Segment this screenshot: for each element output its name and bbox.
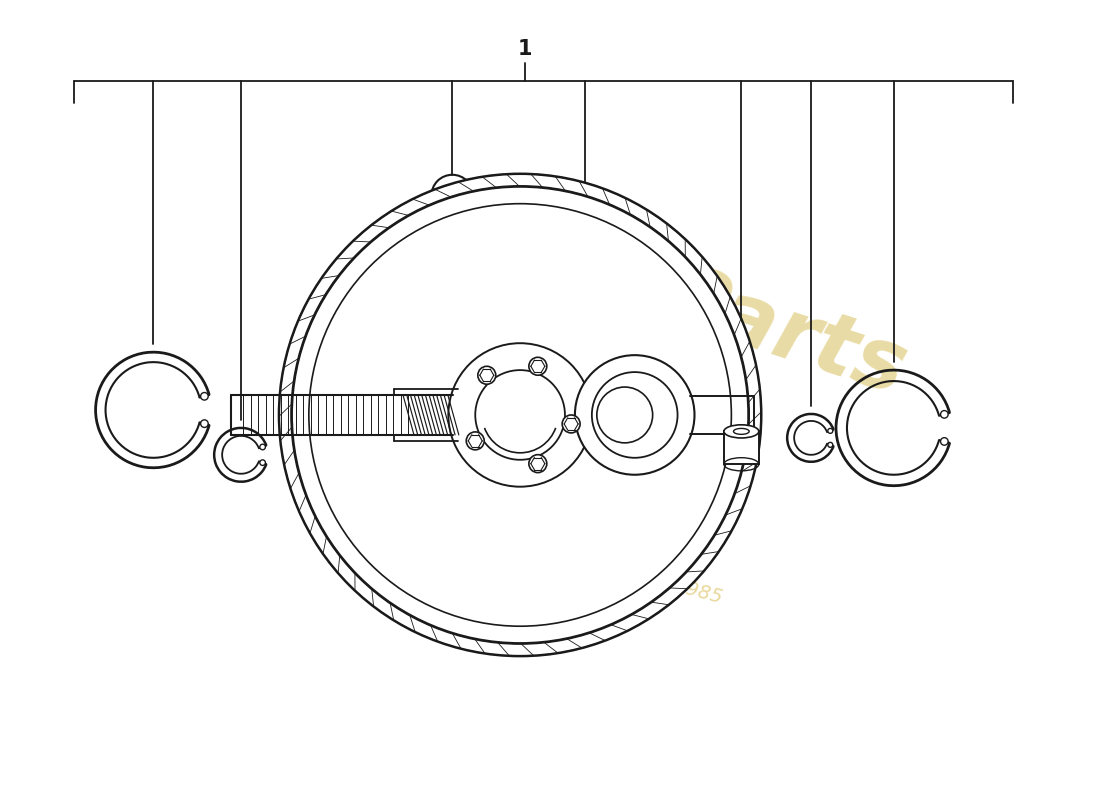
Polygon shape	[284, 449, 300, 490]
Polygon shape	[279, 380, 296, 418]
Polygon shape	[649, 587, 689, 605]
Polygon shape	[624, 197, 650, 229]
Circle shape	[200, 420, 208, 427]
Circle shape	[260, 444, 265, 450]
Polygon shape	[740, 436, 760, 473]
Polygon shape	[308, 275, 341, 301]
Polygon shape	[370, 211, 410, 229]
Polygon shape	[666, 222, 685, 259]
Polygon shape	[279, 358, 300, 394]
Polygon shape	[519, 641, 560, 656]
Polygon shape	[284, 335, 307, 370]
Polygon shape	[629, 601, 670, 619]
Polygon shape	[389, 601, 417, 633]
Circle shape	[260, 460, 265, 466]
Polygon shape	[355, 571, 375, 607]
Polygon shape	[496, 641, 536, 656]
Polygon shape	[280, 426, 296, 466]
Circle shape	[477, 366, 496, 384]
Circle shape	[466, 432, 484, 450]
Polygon shape	[745, 363, 760, 404]
Polygon shape	[474, 638, 510, 656]
Polygon shape	[411, 190, 453, 206]
Circle shape	[475, 370, 565, 460]
Circle shape	[940, 410, 948, 418]
Polygon shape	[481, 174, 521, 189]
Polygon shape	[740, 340, 756, 382]
Polygon shape	[609, 614, 650, 631]
Polygon shape	[390, 199, 431, 217]
Polygon shape	[290, 471, 307, 513]
Circle shape	[292, 186, 748, 643]
Polygon shape	[724, 295, 741, 337]
Polygon shape	[578, 181, 610, 206]
Polygon shape	[372, 587, 395, 622]
Polygon shape	[724, 484, 751, 516]
Polygon shape	[745, 412, 761, 450]
Text: euroParts: euroParts	[442, 188, 916, 413]
Polygon shape	[713, 507, 743, 536]
Polygon shape	[700, 530, 733, 554]
Polygon shape	[279, 402, 294, 442]
Polygon shape	[542, 638, 583, 653]
Polygon shape	[601, 188, 631, 217]
Polygon shape	[433, 182, 475, 198]
Polygon shape	[505, 174, 543, 189]
Circle shape	[562, 415, 580, 433]
Circle shape	[575, 355, 694, 474]
Circle shape	[592, 372, 678, 458]
Polygon shape	[320, 258, 356, 280]
Polygon shape	[297, 294, 328, 322]
Polygon shape	[323, 534, 341, 574]
Polygon shape	[668, 570, 705, 589]
Polygon shape	[733, 461, 757, 494]
Polygon shape	[456, 177, 498, 193]
Polygon shape	[430, 623, 463, 649]
Polygon shape	[352, 225, 390, 243]
Polygon shape	[336, 241, 373, 260]
Polygon shape	[409, 614, 439, 642]
Polygon shape	[713, 274, 730, 315]
Circle shape	[828, 442, 833, 447]
Text: a passion for parts since 1985: a passion for parts since 1985	[436, 512, 725, 606]
Circle shape	[597, 387, 652, 443]
Circle shape	[940, 438, 948, 446]
Polygon shape	[310, 514, 328, 555]
Polygon shape	[587, 623, 629, 641]
Polygon shape	[700, 255, 717, 295]
Polygon shape	[338, 554, 356, 592]
Polygon shape	[289, 314, 317, 346]
Bar	[724, 431, 759, 464]
Polygon shape	[684, 550, 719, 572]
Polygon shape	[747, 387, 761, 427]
Polygon shape	[565, 631, 607, 648]
Text: 1: 1	[518, 39, 532, 59]
Polygon shape	[529, 174, 566, 193]
Circle shape	[828, 428, 833, 434]
Polygon shape	[733, 317, 750, 358]
Circle shape	[529, 358, 547, 375]
Circle shape	[200, 393, 208, 400]
Circle shape	[529, 454, 547, 473]
Polygon shape	[451, 631, 486, 654]
Polygon shape	[299, 493, 317, 534]
Polygon shape	[684, 238, 702, 277]
Polygon shape	[645, 209, 669, 243]
Polygon shape	[553, 176, 588, 198]
Circle shape	[449, 343, 592, 486]
Ellipse shape	[724, 425, 759, 438]
